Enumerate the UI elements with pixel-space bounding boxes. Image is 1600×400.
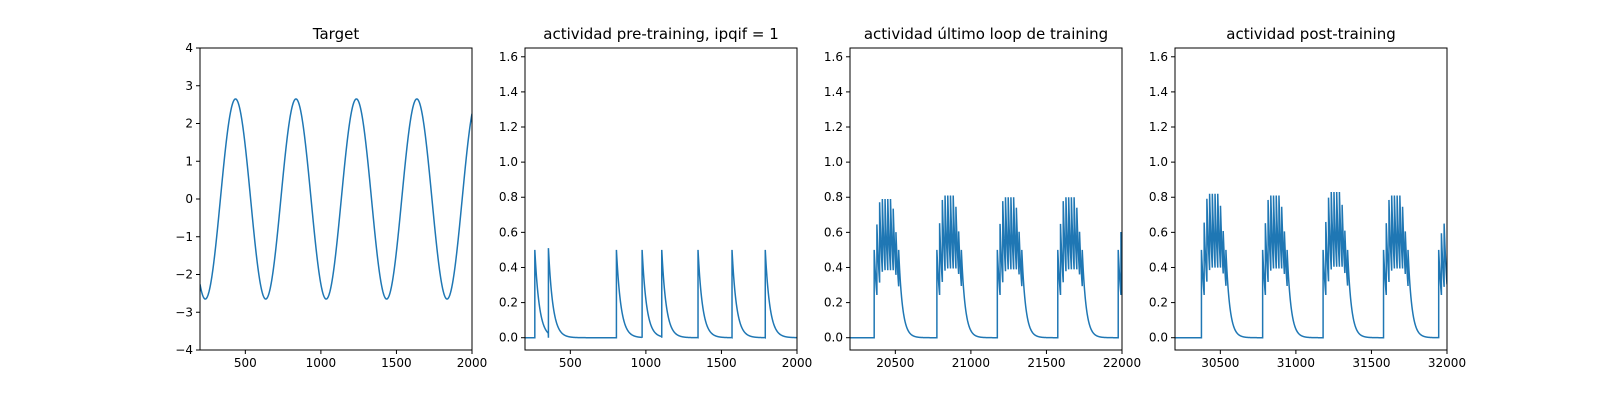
y-tick-label: 0.2 <box>824 296 843 310</box>
y-tick-label: 2 <box>185 117 193 131</box>
y-tick-label: 1.4 <box>1149 85 1168 99</box>
y-tick-label: 0.2 <box>1149 296 1168 310</box>
chart-title: Target <box>312 25 360 43</box>
y-tick-label: 1.4 <box>824 85 843 99</box>
panel-post-training: actividad post-training 30500 31000 31500 32… <box>1149 25 1466 370</box>
y-tick-label: 4 <box>185 41 193 55</box>
x-tick-label: 21000 <box>952 356 990 370</box>
y-tick-label: 0.4 <box>824 260 843 274</box>
y-tick-label: 1.4 <box>499 85 518 99</box>
x-tick-label: 1000 <box>631 356 662 370</box>
x-tick-label: 2000 <box>457 356 488 370</box>
y-tick-label: 1.2 <box>499 120 518 134</box>
y-tick-label: 0.8 <box>499 190 518 204</box>
x-tick-label: 30500 <box>1201 356 1239 370</box>
y-tick-label: 0.4 <box>1149 260 1168 274</box>
x-tick-label: 31500 <box>1352 356 1390 370</box>
y-tick-label: 0.2 <box>499 296 518 310</box>
y-tick-label: 0.6 <box>824 225 843 239</box>
x-tick-label: 1000 <box>306 356 337 370</box>
y-tick-label: 1.6 <box>1149 50 1168 64</box>
y-tick-label: 1.0 <box>1149 155 1168 169</box>
panel-last-training-loop: actividad último loop de training 20500 21… <box>824 25 1141 370</box>
series-line <box>200 98 472 300</box>
y-tick-label: 0.8 <box>1149 190 1168 204</box>
y-tick-label: 1.0 <box>824 155 843 169</box>
y-tick-label: 1.6 <box>499 50 518 64</box>
y-tick-label: 0.8 <box>824 190 843 204</box>
chart-title: actividad post-training <box>1226 25 1395 43</box>
y-tick-label: 0.0 <box>824 331 843 345</box>
x-tick-label: 22000 <box>1103 356 1141 370</box>
x-tick-label: 500 <box>234 356 257 370</box>
y-tick-label: −2 <box>175 268 193 282</box>
axes-frame <box>524 47 798 351</box>
y-tick-label: 1.2 <box>824 120 843 134</box>
axes-frame <box>1174 47 1448 351</box>
panel-pre-training: actividad pre-training, ipqif = 1 500 1000… <box>499 25 812 370</box>
x-tick-label: 21500 <box>1027 356 1065 370</box>
y-tick-label: 1.6 <box>824 50 843 64</box>
x-tick-label: 1500 <box>706 356 737 370</box>
x-tick-label: 2000 <box>782 356 813 370</box>
y-tick-label: 1.0 <box>499 155 518 169</box>
panel-target: Target 500 1000 1500 2000 −4 −3 −2 −1 0 1 2 3 4 <box>175 25 487 370</box>
y-tick-label: 0.6 <box>1149 225 1168 239</box>
y-tick-label: 0 <box>185 192 193 206</box>
y-tick-label: 0.0 <box>499 331 518 345</box>
y-tick-label: 0.0 <box>1149 331 1168 345</box>
y-tick-label: 0.4 <box>499 260 518 274</box>
y-tick-label: 1 <box>185 154 193 168</box>
chart-title: actividad pre-training, ipqif = 1 <box>543 25 779 43</box>
axes-frame <box>199 47 473 351</box>
x-tick-label: 1500 <box>381 356 412 370</box>
series-line <box>1175 191 1447 339</box>
y-tick-label: 3 <box>185 79 193 93</box>
x-tick-label: 20500 <box>876 356 914 370</box>
series-line <box>850 195 1122 339</box>
x-tick-label: 500 <box>559 356 582 370</box>
y-tick-label: −1 <box>175 230 193 244</box>
chart-title: actividad último loop de training <box>864 25 1108 43</box>
y-tick-label: 1.2 <box>1149 120 1168 134</box>
x-tick-label: 32000 <box>1428 356 1466 370</box>
y-tick-label: 0.6 <box>499 225 518 239</box>
y-tick-label: −3 <box>175 305 193 319</box>
axes-frame <box>849 47 1123 351</box>
series-line <box>525 248 797 339</box>
x-tick-label: 31000 <box>1277 356 1315 370</box>
y-tick-label: −4 <box>175 343 193 357</box>
